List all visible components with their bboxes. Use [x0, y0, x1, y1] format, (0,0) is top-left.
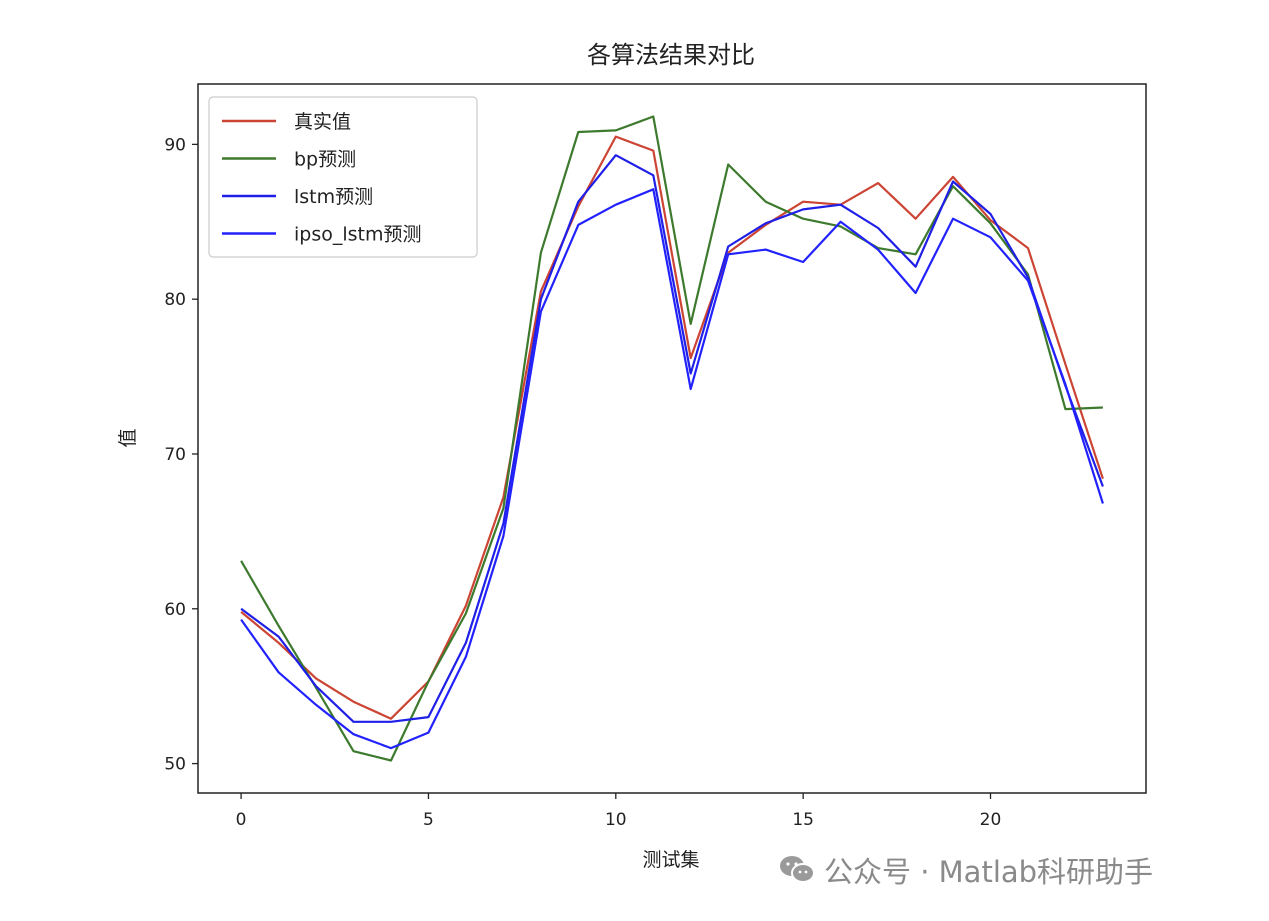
x-axis-label: 测试集: [642, 849, 699, 871]
series-line-2: [240, 154, 1104, 723]
watermark-text: 公众号 · Matlab科研助手: [824, 855, 1154, 889]
x-tick-label: 5: [423, 810, 434, 830]
x-tick-label: 10: [605, 810, 627, 830]
x-tick-label: 15: [792, 810, 814, 830]
y-tick-label: 50: [164, 755, 186, 775]
series-line-1: [240, 115, 1103, 762]
y-tick-label: 70: [164, 445, 186, 465]
y-tick-label: 90: [164, 135, 186, 155]
data-series: [240, 115, 1104, 762]
x-tick-label: 20: [980, 810, 1002, 830]
wechat-icon: [778, 854, 816, 886]
legend-label-2: lstm预测: [294, 186, 373, 208]
y-tick-label: 80: [164, 290, 186, 310]
legend-label-1: bp预测: [294, 149, 356, 171]
series-line-0: [240, 135, 1104, 720]
y-axis-label: 值: [117, 428, 139, 447]
x-tick-label: 0: [236, 810, 247, 830]
chart-title: 各算法结果对比: [587, 41, 755, 69]
y-tick-label: 60: [164, 600, 186, 620]
legend-box: [208, 96, 478, 258]
legend: 真实值 bp预测 lstm预测 ipso_lstm预测: [208, 96, 478, 258]
series-line-3: [240, 188, 1104, 750]
watermark: 公众号 · Matlab科研助手: [778, 850, 1153, 890]
legend-label-3: ipso_lstm预测: [294, 224, 422, 246]
axis-ticks: 0 5 10 15 20 50 60 70 80 90: [164, 135, 1001, 830]
legend-label-0: 真实值: [294, 111, 351, 133]
